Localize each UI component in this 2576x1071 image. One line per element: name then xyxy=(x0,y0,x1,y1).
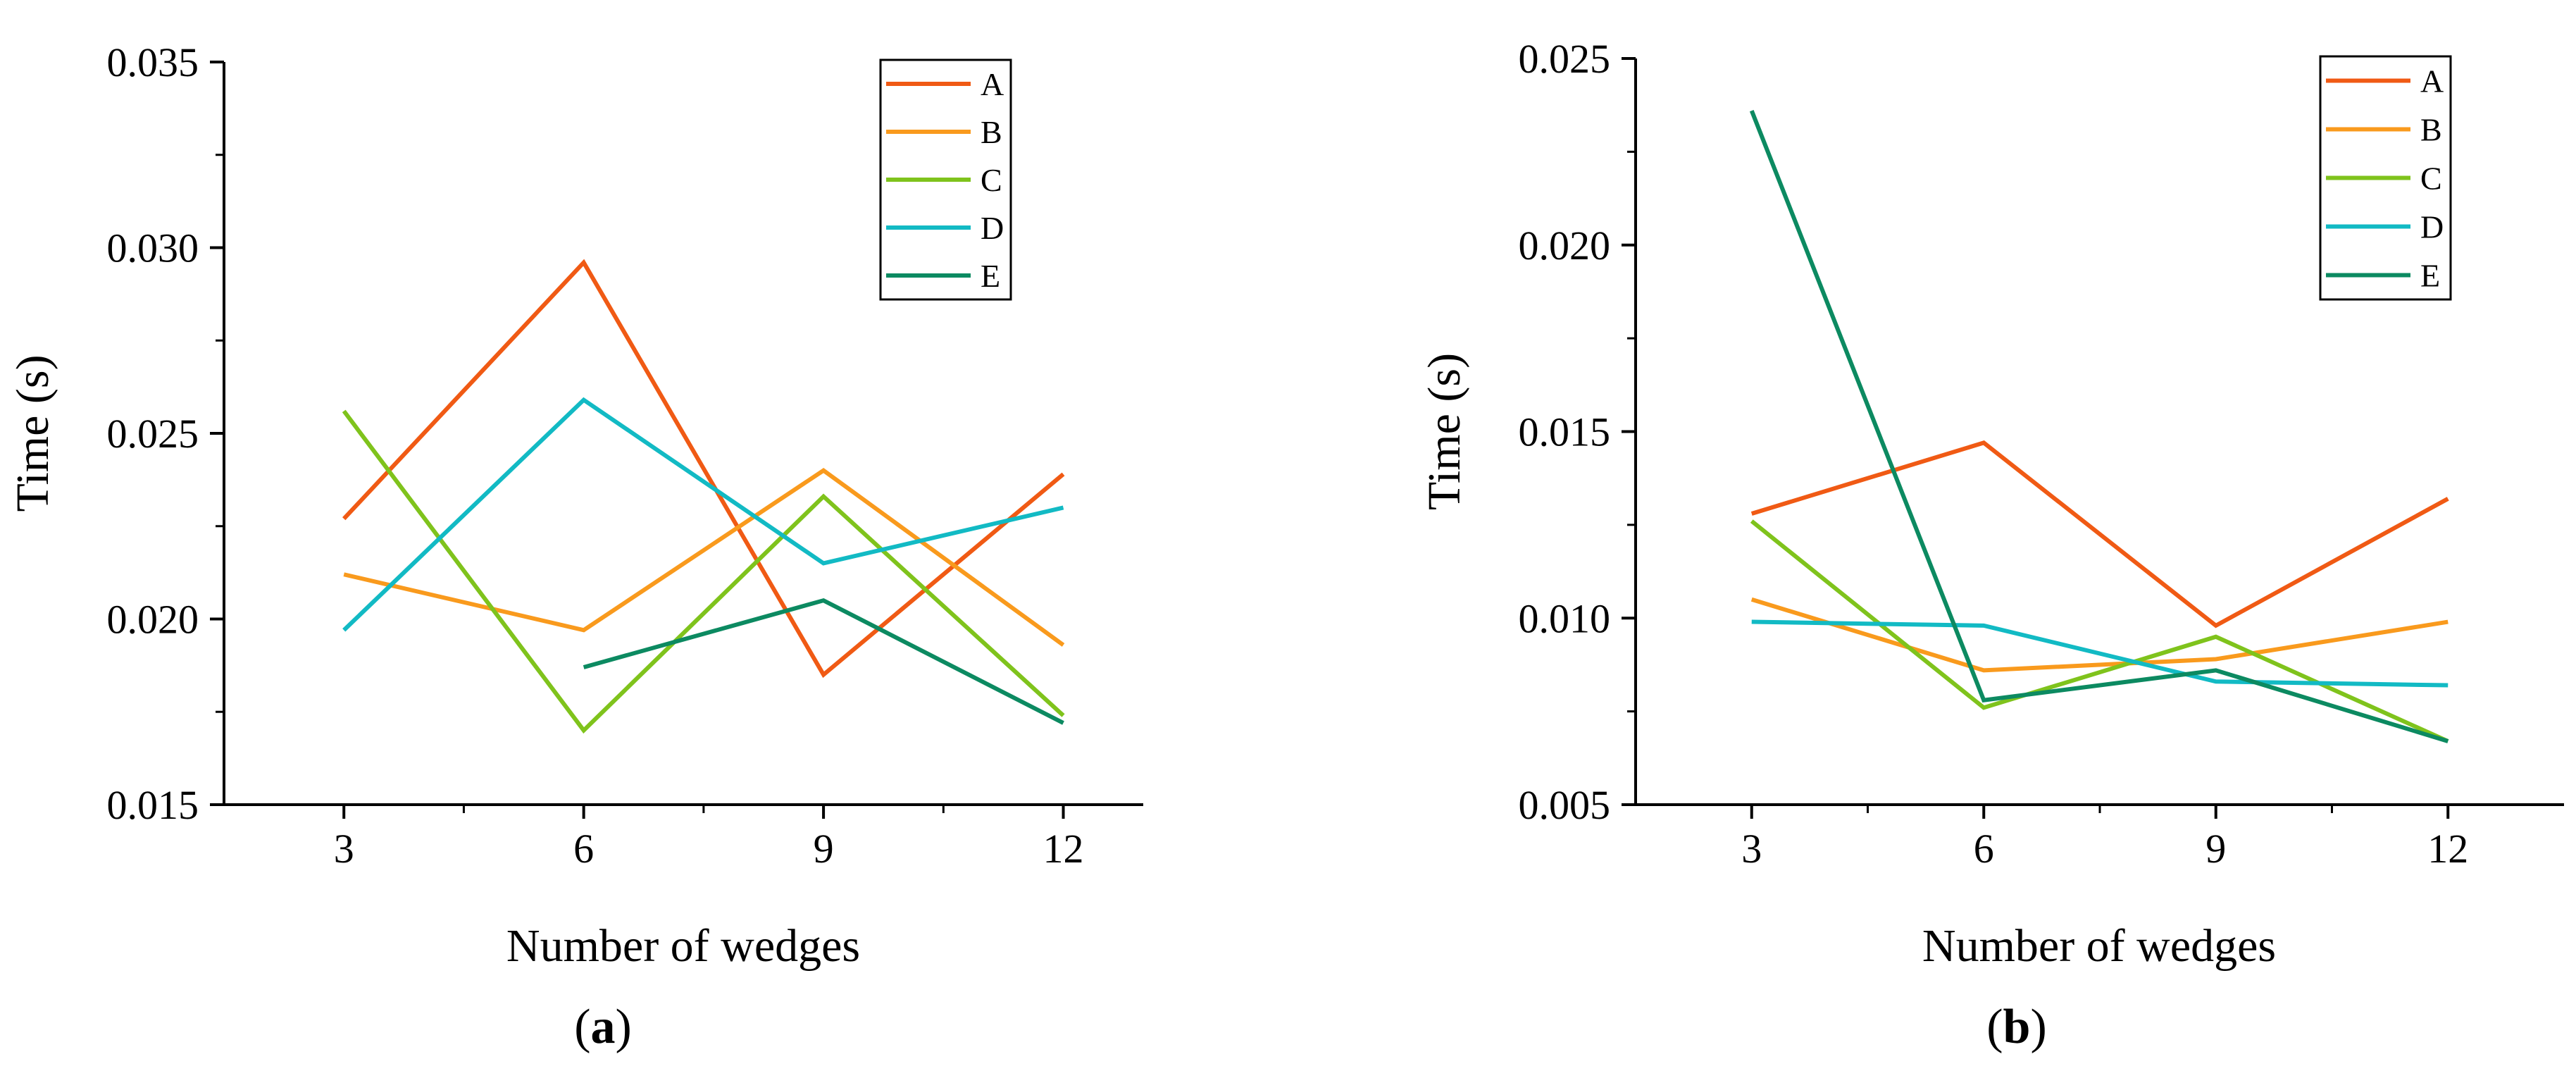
chart-panel-b: 0.005 0.010 0.015 0.020 0.025 3 6 9 12 Number of … xyxy=(1419,36,2564,1054)
panel-letter: a xyxy=(591,1000,616,1054)
legend-label-b: B xyxy=(981,114,1002,150)
legend-label-e: E xyxy=(2420,258,2440,294)
series-line-b xyxy=(1750,597,2449,673)
legend-label-e: E xyxy=(981,258,1000,294)
legend-label-a: A xyxy=(981,66,1004,102)
y-tick-label: 0.015 xyxy=(1519,409,1611,455)
series-line-c xyxy=(342,409,1065,734)
y-tick-label: 0.030 xyxy=(107,225,199,271)
x-tick-label: 3 xyxy=(334,826,354,872)
series-line-e xyxy=(583,598,1064,725)
y-tick-label: 0.020 xyxy=(1519,223,1611,268)
y-tick-label: 0.025 xyxy=(107,411,199,457)
series-line-d xyxy=(1751,619,2449,688)
series-line-d xyxy=(342,397,1064,632)
x-tick-label: 9 xyxy=(2205,826,2226,872)
x-tick-label: 3 xyxy=(1741,826,1762,872)
chart-panel-a: 0.015 0.020 0.025 0.030 0.035 3 6 9 12 Number of … xyxy=(7,39,1143,1054)
x-axis-label: Number of wedges xyxy=(506,920,860,972)
legend-label-b: B xyxy=(2420,112,2442,148)
y-axis-label: Time (s) xyxy=(7,354,58,512)
x-tick-label: 6 xyxy=(573,826,594,872)
panel-label: (a) xyxy=(574,1000,632,1054)
y-tick-label: 0.010 xyxy=(1519,595,1611,641)
y-tick-label: 0.025 xyxy=(1519,36,1611,82)
x-tick-label: 12 xyxy=(2427,826,2468,872)
series-line-c xyxy=(1750,519,2449,743)
series-line-a xyxy=(342,259,1065,679)
y-tick-label: 0.020 xyxy=(107,597,199,643)
x-tick-label: 12 xyxy=(1043,826,1084,872)
y-tick-label: 0.005 xyxy=(1519,782,1611,828)
x-axis-label: Number of wedges xyxy=(1922,920,2276,972)
legend-label-d: D xyxy=(981,210,1004,246)
legend-label-c: C xyxy=(2420,161,2442,197)
legend-label-a: A xyxy=(2420,63,2444,99)
panel-letter: b xyxy=(2003,1000,2031,1054)
x-tick-label: 6 xyxy=(1974,826,1994,872)
panel-label: (b) xyxy=(1986,1000,2047,1054)
legend-label-c: C xyxy=(981,162,1002,198)
series-line-b xyxy=(343,468,1065,647)
y-tick-label: 0.015 xyxy=(107,782,199,828)
y-tick-label: 0.035 xyxy=(107,39,199,85)
series-line-e xyxy=(1749,110,2449,743)
legend-label-d: D xyxy=(2420,209,2444,245)
y-axis-label: Time (s) xyxy=(1419,353,1470,510)
x-tick-label: 9 xyxy=(814,826,834,872)
series-line-a xyxy=(1750,440,2449,629)
